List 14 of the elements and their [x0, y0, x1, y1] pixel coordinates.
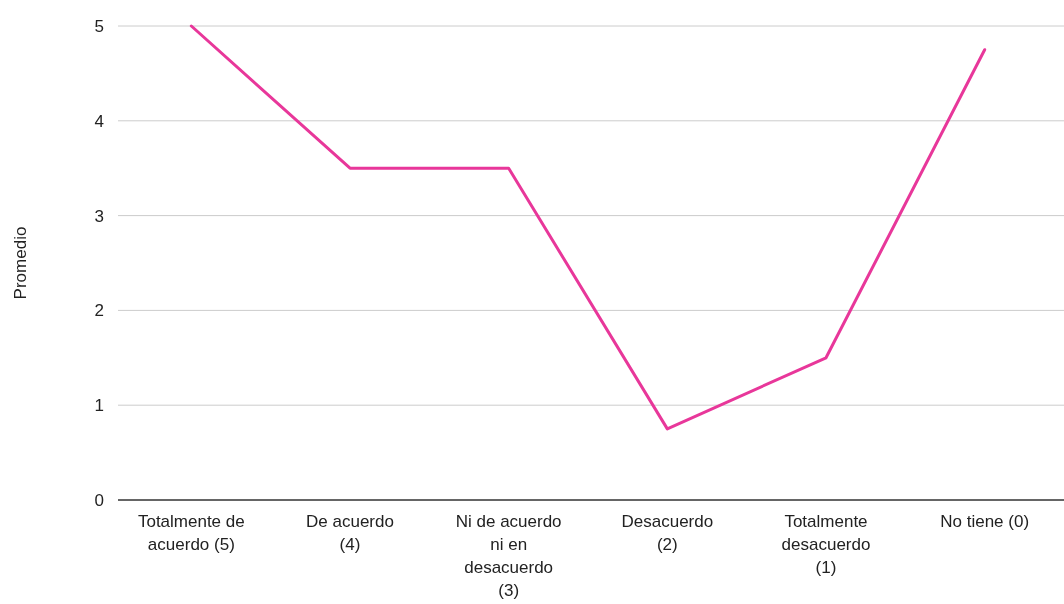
x-tick-label: Desacuerdo (2)	[621, 512, 714, 554]
x-tick-label: De acuerdo (4)	[306, 512, 394, 554]
y-axis-title: Promedio	[11, 226, 30, 300]
y-tick-label: 3	[94, 206, 104, 226]
x-tick-label: Ni de acuerdo ni en desacuerdo (3)	[455, 512, 562, 600]
line-series	[189, 24, 987, 431]
y-tick-label: 1	[94, 396, 104, 416]
x-tick-label: No tiene (0)	[940, 512, 1030, 531]
y-tick-label: 0	[94, 490, 104, 510]
y-tick-label: 4	[94, 111, 104, 131]
y-tick-label: 5	[94, 16, 104, 36]
x-tick-label: Totalmente de acuerdo (5)	[137, 512, 245, 554]
y-tick-label: 2	[94, 301, 104, 321]
x-tick-label: Totalmente desacuerdo (1)	[781, 512, 871, 577]
